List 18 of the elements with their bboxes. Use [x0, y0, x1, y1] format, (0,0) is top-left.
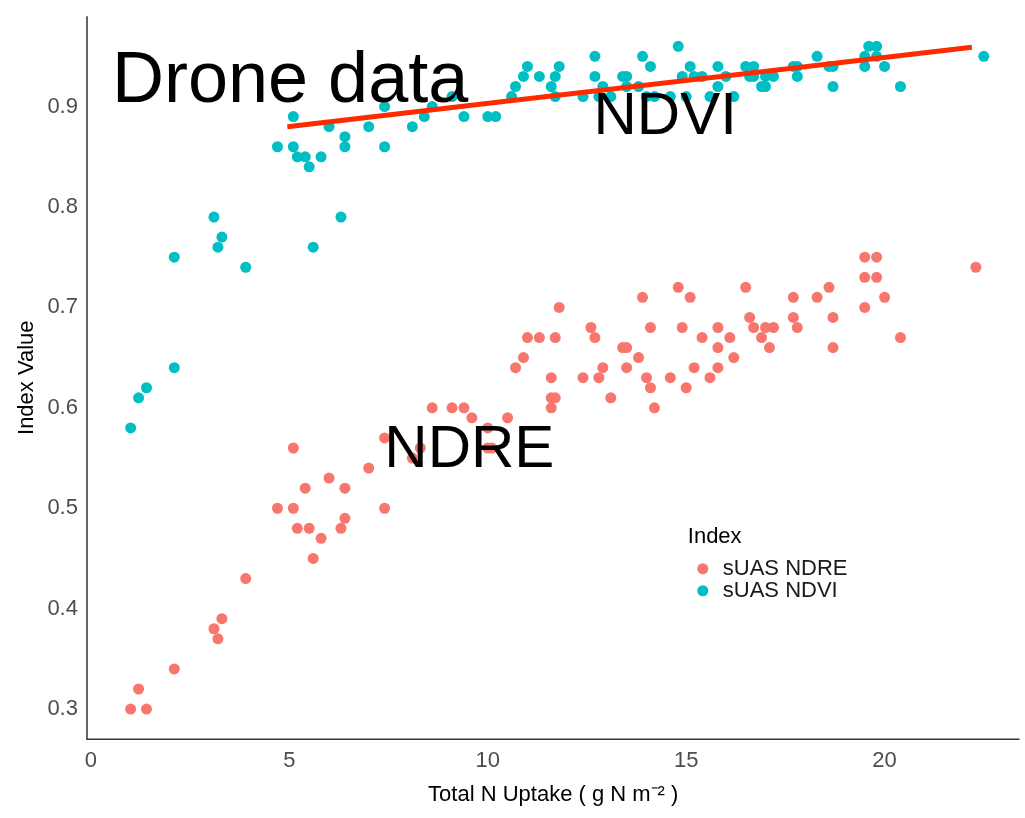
x-axis-title: Total N Uptake ( g N m⁻² ): [428, 780, 679, 806]
chart-title: Drone data: [111, 37, 470, 118]
annotation: NDRE: [384, 412, 555, 480]
y-tick-label: 0.7: [47, 293, 78, 319]
x-tick-label: 0: [84, 747, 98, 773]
y-tick-label: 0.5: [47, 494, 78, 520]
y-tick-label: 0.6: [47, 393, 78, 419]
legend-title: Index: [687, 522, 742, 548]
y-tick-label: 0.9: [47, 92, 78, 118]
y-tick-label: 0.4: [47, 594, 78, 620]
y-tick-label: 0.8: [47, 193, 78, 219]
x-tick-label: 5: [283, 747, 296, 773]
y-axis-title: Index Value: [13, 320, 39, 435]
x-tick-label: 10: [475, 747, 501, 773]
x-tick-label: 20: [872, 747, 897, 773]
x-tick-label: 15: [673, 747, 699, 773]
annotation: NDVI: [593, 79, 737, 147]
y-tick-label: 0.3: [47, 695, 78, 721]
